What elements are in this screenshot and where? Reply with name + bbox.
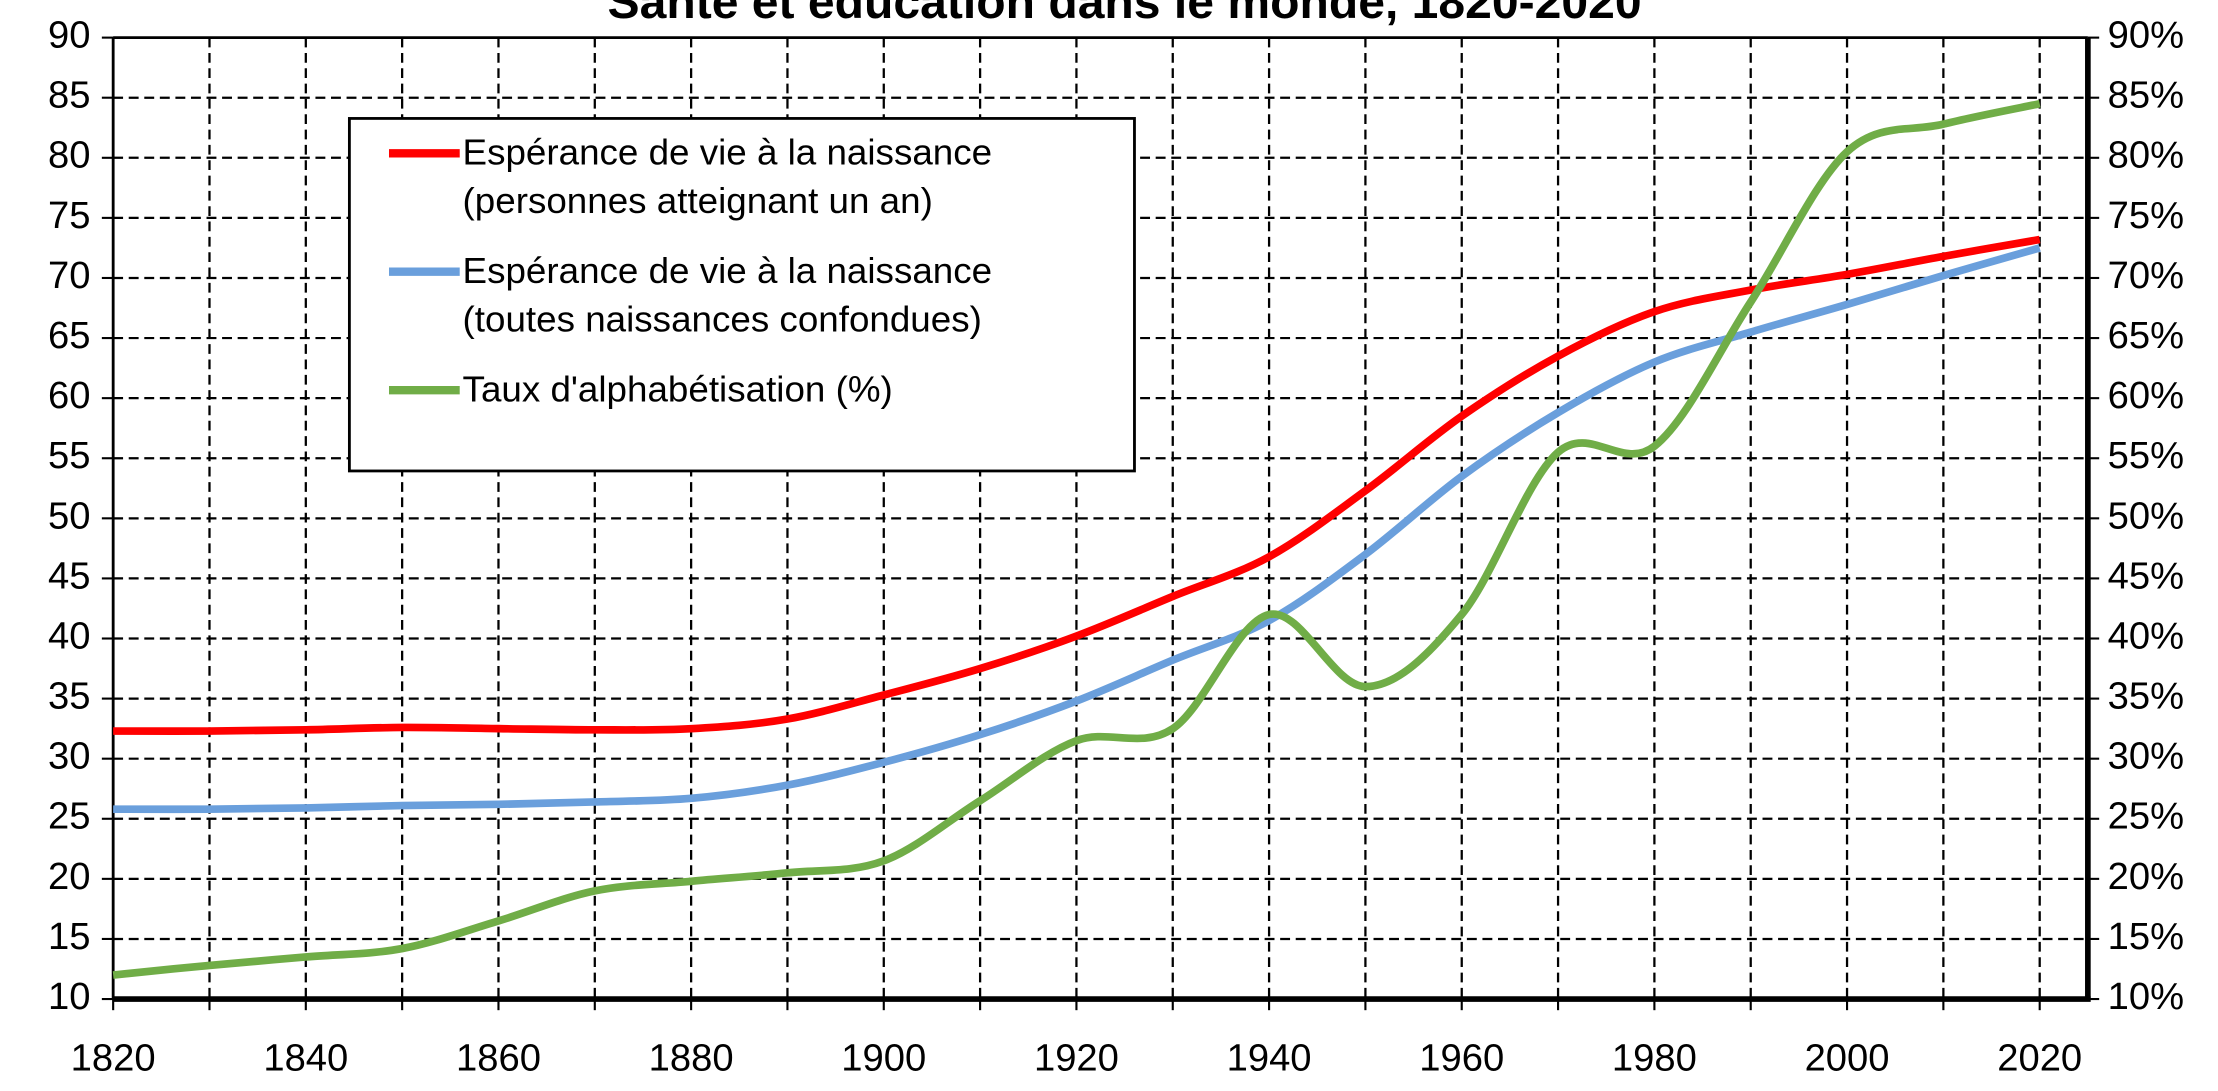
y2-tick-label: 25% (2108, 796, 2184, 838)
y-tick-label: 15 (48, 916, 90, 958)
y-tick-label: 80 (48, 135, 90, 177)
y-tick-label: 90 (48, 15, 90, 57)
x-tick-label: 1900 (841, 1038, 926, 1080)
x-tick-label: 1920 (1034, 1038, 1119, 1080)
x-tick-label: 1820 (71, 1038, 156, 1080)
x-tick-label: 1960 (1419, 1038, 1504, 1080)
y-tick-label: 30 (48, 736, 90, 778)
x-tick-label: 1940 (1227, 1038, 1312, 1080)
legend-entry: Espérance de vie à la naissance (toutes … (462, 249, 993, 340)
y2-tick-label: 35% (2108, 676, 2184, 718)
y-tick-label: 75 (48, 195, 90, 237)
y-tick-label: 85 (48, 75, 90, 117)
x-tick-label: 1860 (456, 1038, 541, 1080)
legend-box (347, 117, 1136, 473)
y2-tick-label: 55% (2108, 435, 2184, 477)
y-tick-label: 40 (48, 616, 90, 658)
y2-tick-label: 40% (2108, 616, 2184, 658)
y2-tick-label: 90% (2108, 15, 2184, 57)
y-tick-label: 10 (48, 976, 90, 1018)
line-series (112, 99, 2041, 979)
x-tick-label: 1880 (649, 1038, 734, 1080)
legend-entry: Taux d'alphabétisation (%) (462, 367, 893, 410)
legend-label: Taux d'alphabétisation (%) (462, 367, 893, 410)
legend-label: Espérance de vie à la naissance (toutes … (462, 249, 993, 340)
y-tick-label: 65 (48, 315, 90, 357)
legend-entry: Espérance de vie à la naissance (personn… (462, 130, 993, 222)
y2-tick-label: 20% (2108, 856, 2184, 898)
y2-tick-label: 70% (2108, 255, 2184, 297)
y-tick-label: 20 (48, 856, 90, 898)
line-series (113, 235, 2041, 735)
x-tick-label: 1840 (263, 1038, 348, 1080)
legend-label: Espérance de vie à la naissance (personn… (462, 130, 993, 222)
line-series (113, 244, 2041, 814)
y2-tick-label: 10% (2108, 976, 2184, 1018)
y-tick-label: 70 (48, 255, 90, 297)
x-tick-label: 2020 (1997, 1038, 2082, 1080)
chart-title: Santé et éducation dans le monde, 1820-2… (608, 0, 1642, 29)
y2-tick-label: 50% (2108, 496, 2184, 538)
y2-tick-label: 65% (2108, 315, 2184, 357)
y2-tick-label: 60% (2108, 375, 2184, 417)
y-tick-label: 50 (48, 496, 90, 538)
y2-tick-label: 15% (2108, 916, 2184, 958)
y2-tick-label: 80% (2108, 135, 2184, 177)
y-tick-label: 60 (48, 375, 90, 417)
x-tick-label: 1980 (1612, 1038, 1697, 1080)
y-tick-label: 35 (48, 676, 90, 718)
y-tick-label: 25 (48, 796, 90, 838)
y-tick-label: 55 (48, 435, 90, 477)
y2-tick-label: 30% (2108, 736, 2184, 778)
y-tick-label: 45 (48, 556, 90, 598)
x-tick-label: 2000 (1805, 1038, 1890, 1080)
y2-tick-label: 85% (2108, 75, 2184, 117)
y2-tick-label: 75% (2108, 195, 2184, 237)
y2-tick-label: 45% (2108, 556, 2184, 598)
